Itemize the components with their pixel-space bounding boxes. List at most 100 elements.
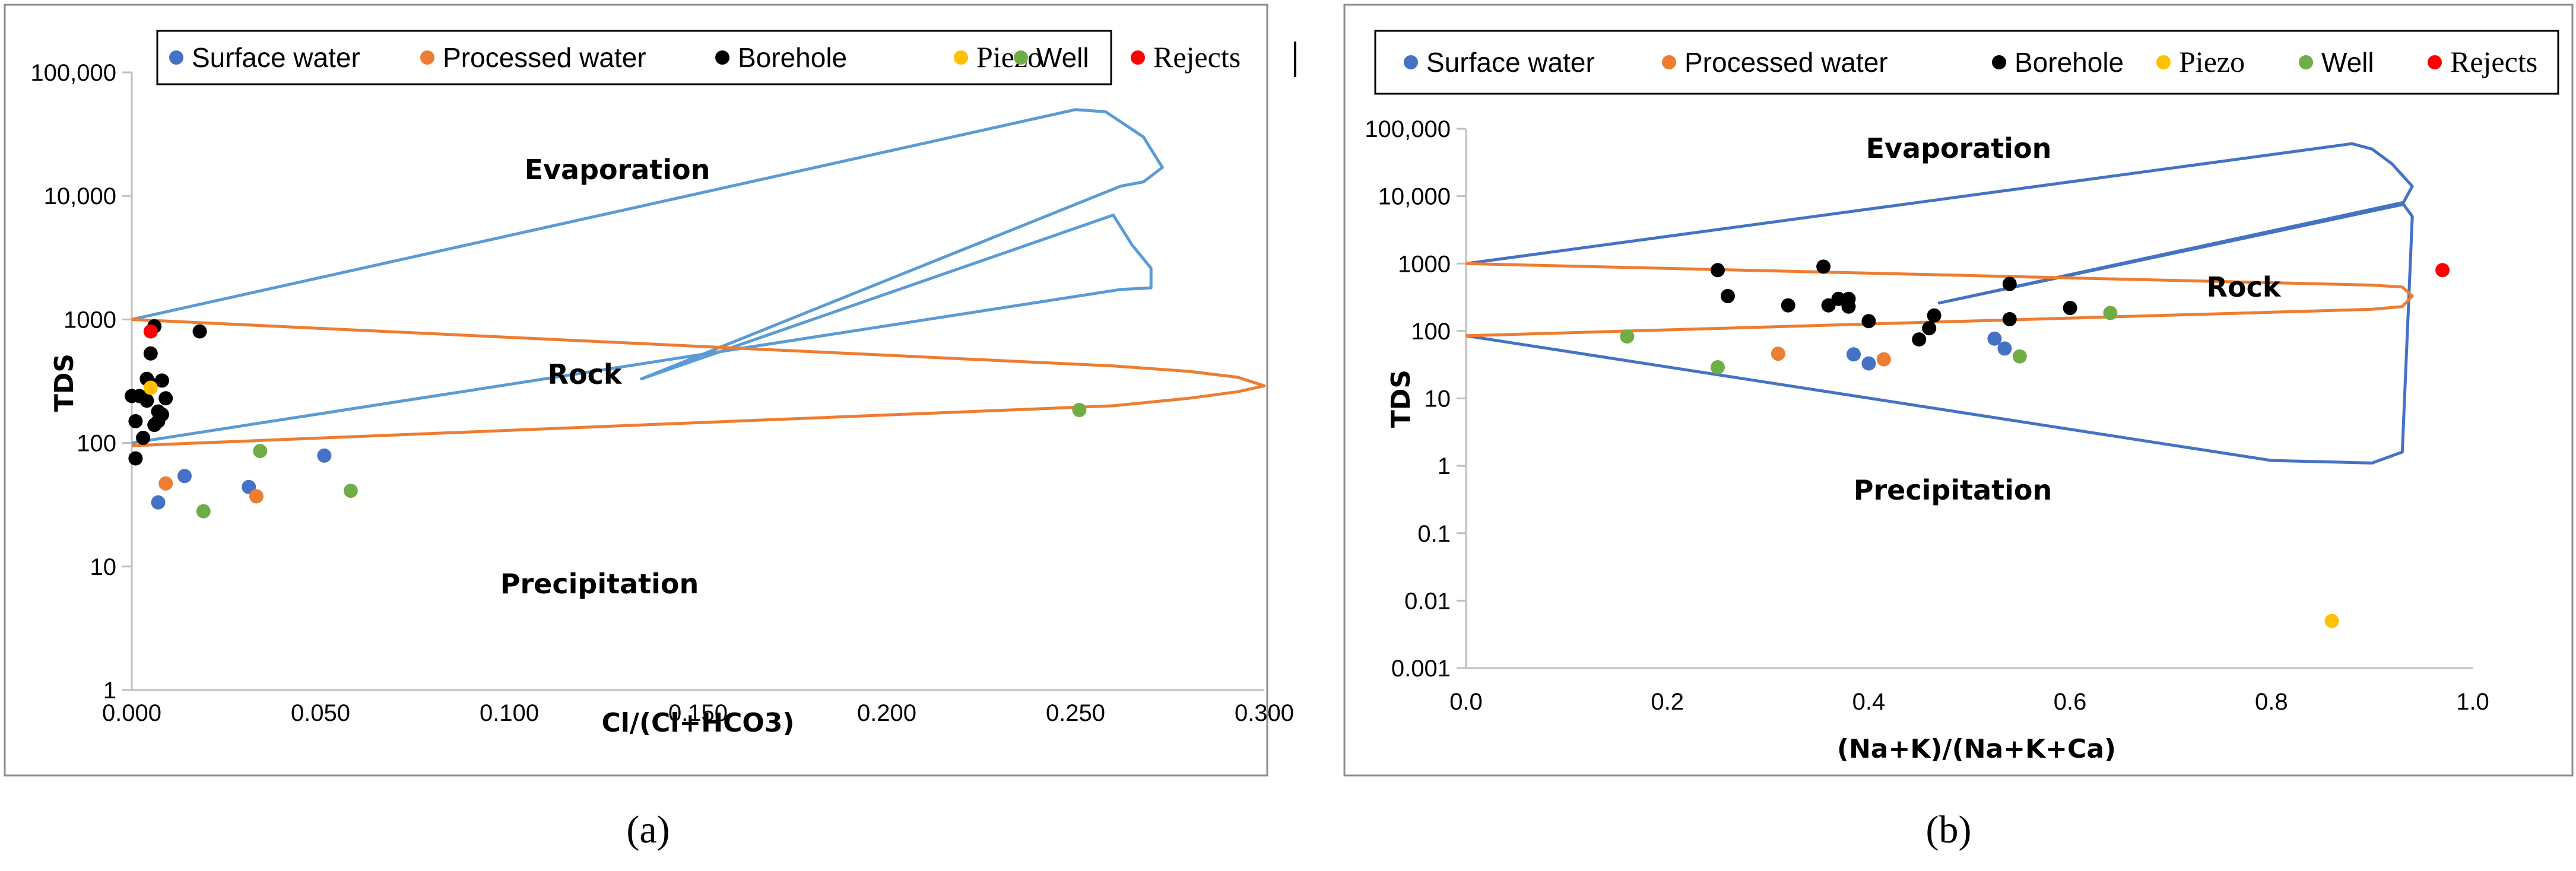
data-point <box>2435 263 2450 278</box>
legend-marker <box>954 50 968 65</box>
chart-frame <box>1343 4 2574 777</box>
legend-entry-borehole: Borehole <box>2015 47 2124 78</box>
y-tick-label: 1000 <box>64 307 116 333</box>
data-point <box>1987 331 2002 346</box>
legend-entry-surface-water: Surface water <box>1426 47 1595 78</box>
series-well <box>1620 306 2118 374</box>
gibbs-boomerang-envelope <box>131 108 1164 445</box>
x-tick-label: 0.000 <box>102 700 161 726</box>
y-tick-label: 10,000 <box>44 183 116 209</box>
annotation-precipitation: Precipitation <box>1854 474 2052 506</box>
y-axis-title: TDS <box>1386 370 1416 428</box>
data-point <box>154 407 169 422</box>
y-tick-label: 100 <box>1411 319 1451 345</box>
series-piezo <box>143 380 158 395</box>
legend-entry-well: Well <box>2321 47 2374 78</box>
data-point <box>177 469 192 484</box>
x-tick-label: 0.200 <box>857 700 916 726</box>
legend-entry-well: Well <box>1036 42 1089 73</box>
legend-entry-rejects: Rejects <box>2450 45 2537 78</box>
x-tick-label: 0.6 <box>2054 689 2087 715</box>
annotation-evaporation: Evaporation <box>1866 132 2052 164</box>
annotation-precipitation: Precipitation <box>500 568 699 600</box>
data-point <box>2103 306 2118 320</box>
legend-marker <box>715 50 729 65</box>
data-point <box>1620 329 1635 344</box>
y-tick-label: 1000 <box>1398 251 1451 277</box>
legend-entry-processed-water: Processed water <box>1684 47 1888 78</box>
legend-marker <box>2156 55 2171 69</box>
x-tick-label: 0.100 <box>480 700 539 726</box>
rock-dominance-envelope <box>1465 262 2414 338</box>
legend-marker <box>1992 55 2006 69</box>
annotation-rock: Rock <box>548 358 623 390</box>
x-tick-label: 0.150 <box>668 700 728 726</box>
annotation-rock: Rock <box>2207 271 2282 303</box>
y-tick-label: 10 <box>1425 386 1451 412</box>
series-surface-water <box>1847 331 2012 371</box>
x-tick-label: 0.050 <box>291 700 350 726</box>
data-point <box>1711 360 1725 374</box>
data-point <box>249 489 264 504</box>
legend-entry-piezo: Piezo <box>976 40 1042 74</box>
data-point <box>158 476 173 491</box>
data-point <box>2063 301 2077 315</box>
y-tick-label: 100 <box>77 431 116 457</box>
data-point <box>143 346 158 361</box>
data-point <box>1781 298 1795 313</box>
chart-panel-a: 1 10 100 1000 10,000 100,000 0.000 0.050 0.100 0.… <box>4 4 1296 777</box>
series-piezo <box>2324 613 2339 628</box>
data-point <box>1072 403 1087 417</box>
data-point <box>1721 289 1735 303</box>
data-point <box>2324 613 2339 628</box>
legend-entry-borehole: Borehole <box>738 42 847 73</box>
data-point <box>1997 341 2012 356</box>
y-tick-label: 10 <box>90 554 117 580</box>
gibbs-boomerang-envelope <box>1465 142 2414 465</box>
legend-marker <box>1014 50 1028 65</box>
panel-label: (a) <box>626 808 670 851</box>
x-tick-label: 0.4 <box>1852 689 1886 715</box>
data-point <box>1912 332 1927 347</box>
data-point <box>128 414 143 428</box>
data-point <box>196 504 211 519</box>
legend-entry-piezo: Piezo <box>2179 45 2245 78</box>
rock-dominance-envelope <box>131 317 1266 447</box>
legend-marker <box>1404 55 1418 69</box>
data-point <box>1861 314 1876 329</box>
data-point <box>1876 352 1891 367</box>
data-point <box>317 448 332 463</box>
chart-frame <box>4 4 1268 777</box>
data-point <box>192 324 207 339</box>
x-tick-label: 0.8 <box>2255 689 2288 715</box>
y-tick-label: 100,000 <box>1365 116 1451 142</box>
y-tick-label: 1 <box>103 678 116 704</box>
series-processed-water <box>158 476 264 504</box>
x-tick-label: 0.250 <box>1046 700 1105 726</box>
y-tick-label: 100,000 <box>30 60 116 86</box>
y-tick-label: 0.001 <box>1391 656 1451 682</box>
data-point <box>2002 311 2017 326</box>
series-borehole <box>1711 259 2077 347</box>
chart-panel-b: 0.001 0.01 0.1 1 10 100 1000 10,000 100,000 0.0 0.… <box>1343 4 2574 777</box>
legend-entry-processed-water: Processed water <box>443 42 646 73</box>
series-rejects <box>2435 263 2450 278</box>
legend-marker <box>2299 55 2313 69</box>
legend-marker <box>1131 50 1145 65</box>
data-point <box>253 444 268 459</box>
data-point <box>136 431 151 445</box>
data-point <box>139 393 154 408</box>
y-tick-label: 1 <box>1438 453 1451 479</box>
legend-entry-rejects: Rejects <box>1153 40 1241 74</box>
legend-marker <box>1662 55 1676 69</box>
legend-marker <box>169 50 183 65</box>
data-point <box>1841 299 1856 314</box>
series-rejects <box>143 324 158 339</box>
legend-box <box>1374 30 2559 95</box>
legend-entry-surface-water: Surface water <box>192 42 360 73</box>
legend-box <box>156 30 1112 85</box>
series-surface-water <box>151 448 332 510</box>
data-point <box>1927 308 1941 323</box>
data-point <box>2002 276 2017 291</box>
series-processed-water <box>1771 347 1891 367</box>
